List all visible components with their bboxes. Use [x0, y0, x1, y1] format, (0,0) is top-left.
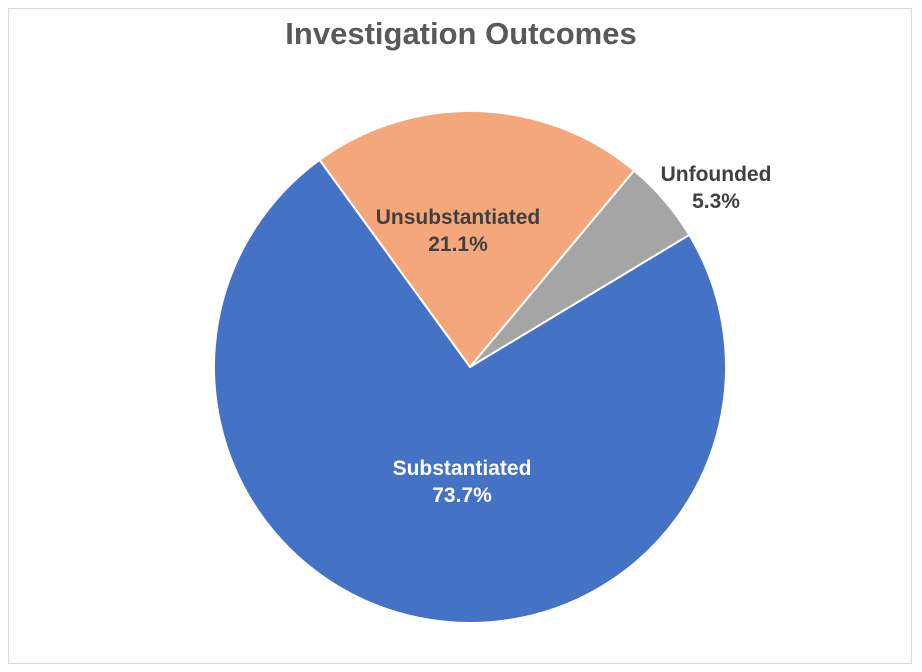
data-label-unsubstantiated-value: 21.1% [428, 233, 488, 256]
pie-slice-unsubstantiated [318, 110, 636, 369]
pie-slice-substantiated [213, 158, 727, 624]
data-label-unfounded-value: 5.3% [692, 190, 740, 213]
data-label-substantiated-value: 73.7% [432, 484, 492, 507]
chart-title: Investigation Outcomes [285, 16, 637, 51]
data-label-unfounded-name: Unfounded [661, 163, 772, 186]
data-label-substantiated-name: Substantiated [393, 457, 532, 480]
data-label-unsubstantiated-name: Unsubstantiated [376, 206, 541, 229]
